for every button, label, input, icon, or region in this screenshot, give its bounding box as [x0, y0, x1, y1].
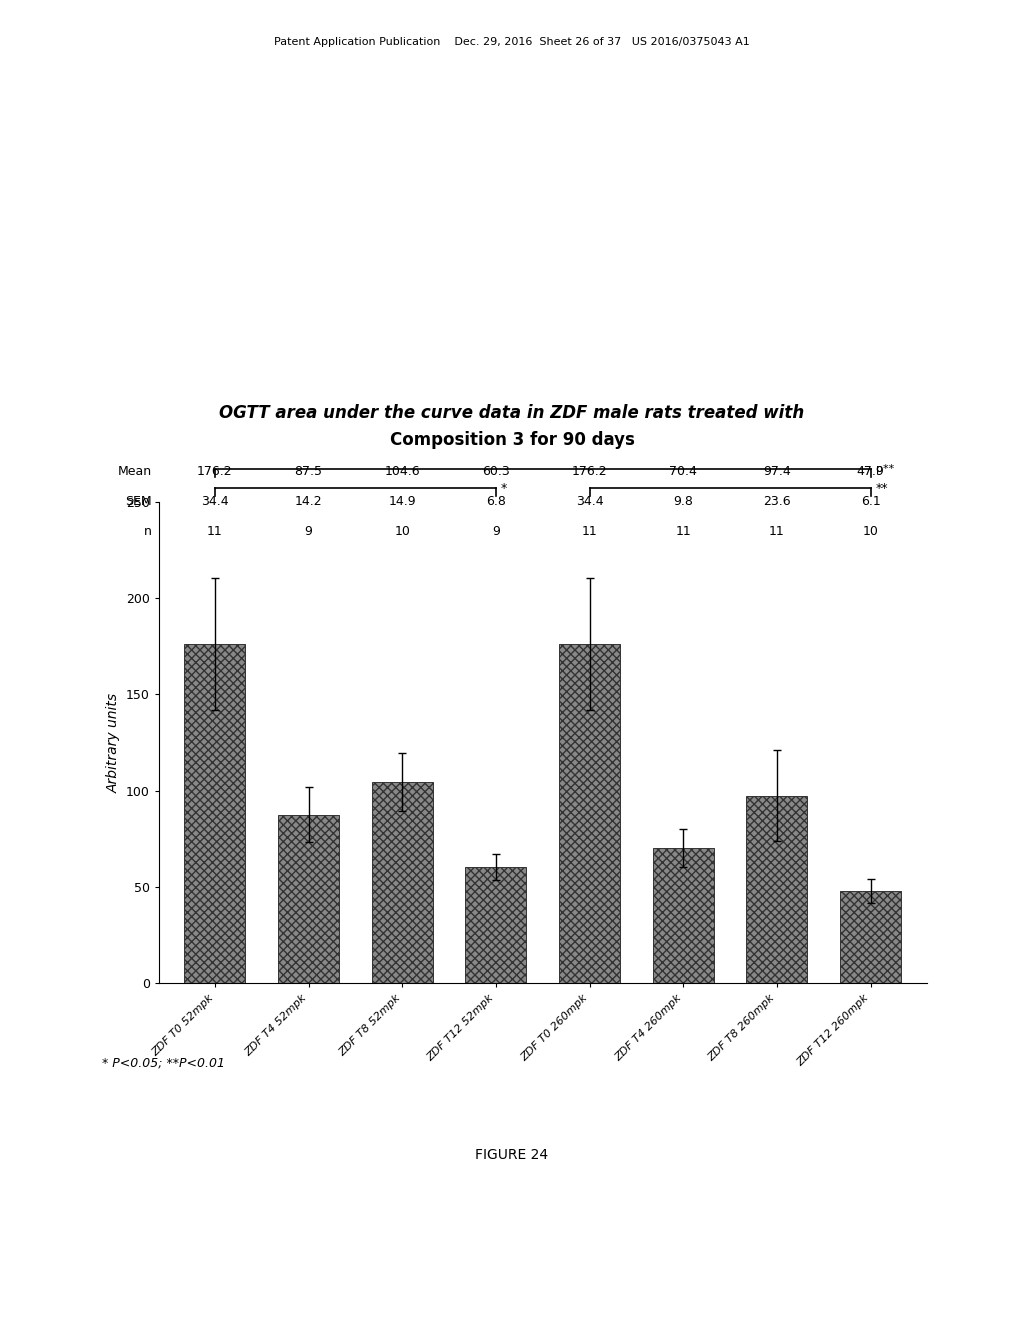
Text: *: * [501, 482, 507, 495]
Text: 60.3: 60.3 [482, 465, 510, 478]
Text: 6.8: 6.8 [486, 495, 506, 508]
Text: 14.9: 14.9 [388, 495, 416, 508]
Text: 10: 10 [394, 525, 411, 539]
Text: 9: 9 [492, 525, 500, 539]
Text: 9: 9 [304, 525, 312, 539]
Text: 47.9: 47.9 [857, 465, 885, 478]
Text: n: n [143, 525, 152, 539]
Text: 104.6: 104.6 [384, 465, 420, 478]
Text: 6.1: 6.1 [860, 495, 881, 508]
Text: 176.2: 176.2 [571, 465, 607, 478]
Bar [372, 781, 433, 983]
Text: 11: 11 [769, 525, 784, 539]
Text: p**: p** [876, 463, 894, 474]
Y-axis label: Arbitrary units: Arbitrary units [106, 693, 120, 792]
Bar [466, 867, 526, 983]
Text: Composition 3 for 90 days: Composition 3 for 90 days [389, 430, 635, 449]
Text: 11: 11 [207, 525, 223, 539]
Text: FIGURE 24: FIGURE 24 [475, 1148, 549, 1162]
Text: 70.4: 70.4 [670, 465, 697, 478]
Text: * P<0.05; **P<0.01: * P<0.05; **P<0.01 [102, 1056, 225, 1069]
Bar [652, 847, 714, 983]
Bar [840, 891, 901, 983]
Bar [746, 796, 807, 983]
Text: 34.4: 34.4 [575, 495, 603, 508]
Text: SEM: SEM [125, 495, 152, 508]
Text: 10: 10 [862, 525, 879, 539]
Bar [184, 644, 246, 983]
Text: Patent Application Publication    Dec. 29, 2016  Sheet 26 of 37   US 2016/037504: Patent Application Publication Dec. 29, … [274, 37, 750, 48]
Text: 14.2: 14.2 [295, 495, 323, 508]
Text: 11: 11 [676, 525, 691, 539]
Text: 97.4: 97.4 [763, 465, 791, 478]
Text: OGTT area under the curve data in ZDF male rats treated with: OGTT area under the curve data in ZDF ma… [219, 404, 805, 422]
Text: 9.8: 9.8 [673, 495, 693, 508]
Bar [279, 814, 339, 983]
Text: Mean: Mean [118, 465, 152, 478]
Text: 34.4: 34.4 [201, 495, 228, 508]
Text: 23.6: 23.6 [763, 495, 791, 508]
Text: 176.2: 176.2 [197, 465, 232, 478]
Text: 11: 11 [582, 525, 597, 539]
Text: 87.5: 87.5 [295, 465, 323, 478]
Text: **: ** [876, 482, 888, 495]
Bar [559, 644, 620, 983]
